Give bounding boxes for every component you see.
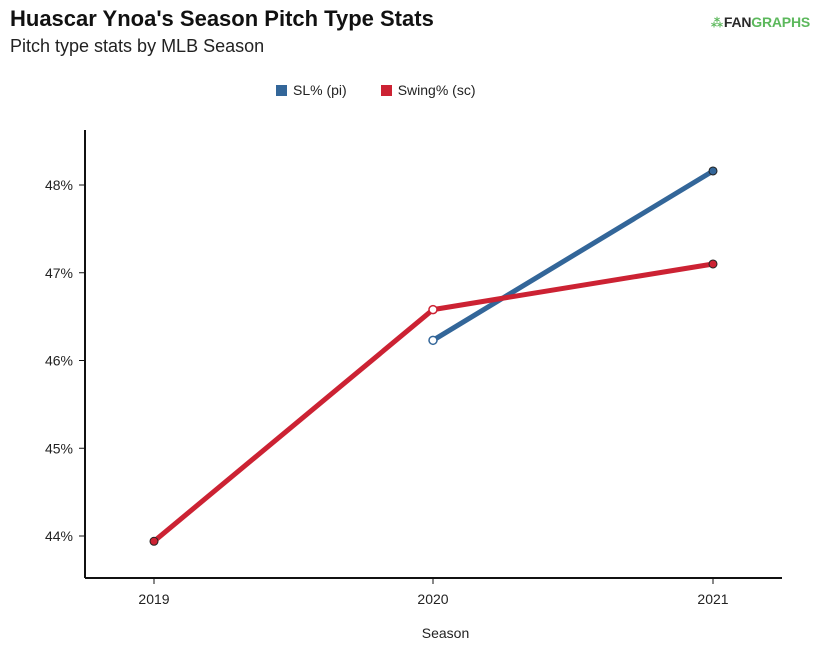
data-point-sl-2021 — [708, 166, 718, 176]
legend-label-swing: Swing% (sc) — [397, 82, 476, 98]
series-line-sl — [430, 168, 716, 343]
data-point-swing-2020 — [428, 304, 438, 315]
chart-title: Huascar Ynoa's Season Pitch Type Stats — [10, 6, 434, 31]
legend-item-sl[interactable]: SL% (pi) — [276, 82, 347, 98]
y-tick-label: 45% — [45, 440, 73, 456]
y-tick-label: 44% — [45, 528, 73, 544]
data-point-sl-2020 — [428, 335, 438, 346]
chart-legend: SL% (pi) Swing% (sc) — [276, 82, 475, 98]
x-tick-label: 2020 — [417, 591, 448, 607]
legend-item-swing[interactable]: Swing% (sc) — [380, 82, 476, 98]
y-tick-label: 46% — [45, 353, 73, 369]
legend-swatch-swing — [380, 84, 392, 96]
legend-label-sl: SL% (pi) — [293, 82, 347, 98]
fangraphs-logo: ⁂FANGRAPHS — [710, 14, 810, 30]
data-point-swing-2021 — [708, 259, 718, 269]
x-tick-label: 2019 — [138, 591, 169, 607]
fangraphs-logo-icon: ⁂ — [710, 16, 723, 30]
x-axis-title: Season — [422, 625, 469, 641]
y-tick-label: 48% — [45, 177, 73, 193]
x-tick-label: 2021 — [697, 591, 728, 607]
chart-subtitle: Pitch type stats by MLB Season — [10, 36, 265, 56]
y-tick-label: 47% — [45, 265, 73, 281]
legend-swatch-sl — [276, 84, 287, 96]
data-point-swing-2019 — [149, 536, 159, 546]
